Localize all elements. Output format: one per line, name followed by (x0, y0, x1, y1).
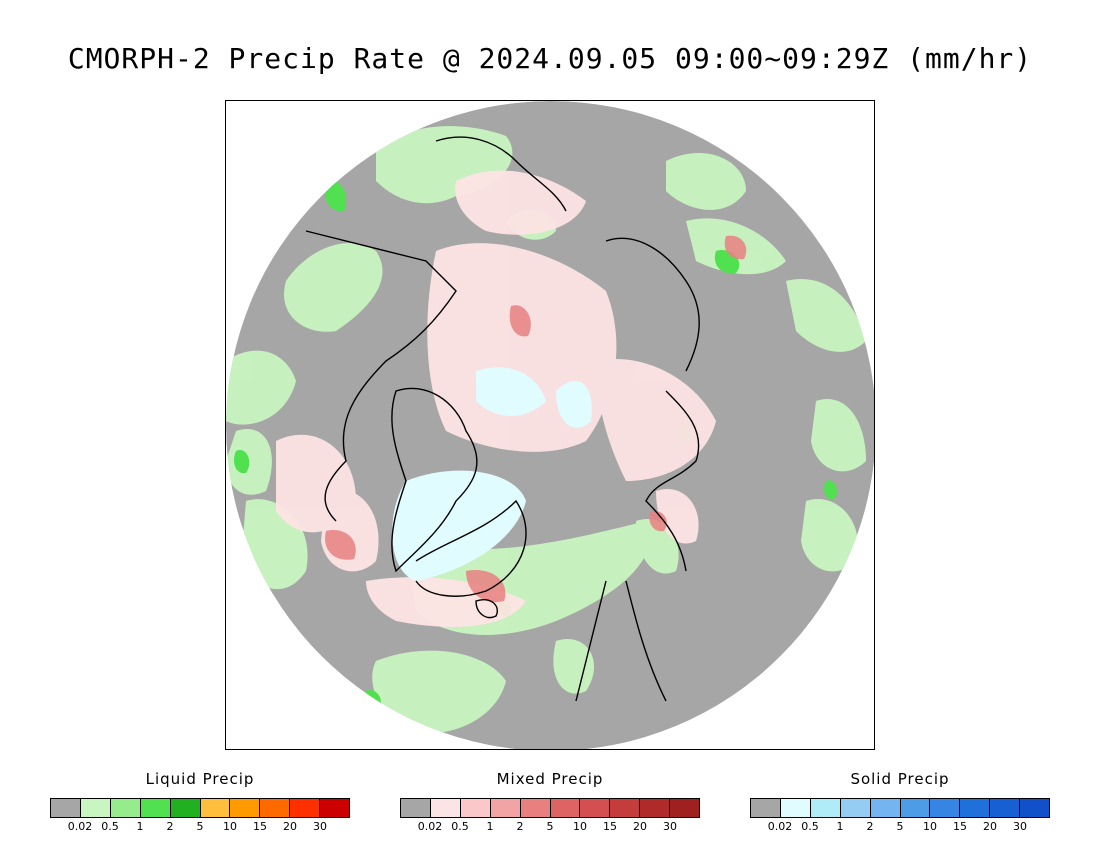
colorbar (400, 798, 700, 818)
map-title: CMORPH-2 Precip Rate @ 2024.09.05 09:00~… (67, 42, 1033, 75)
colorbar-tick-label: 0.02 (767, 820, 793, 833)
colorbar-tick-label: 5 (196, 820, 204, 833)
legend-solid: Solid Precip 0.02 0.5 1 2 5 10 15 20 30 (750, 770, 1050, 834)
colorbar-swatch (320, 799, 350, 817)
colorbar-tick-label: 2 (166, 820, 174, 833)
polar-stereographic-map (226, 101, 874, 749)
colorbar (50, 798, 350, 818)
legend-liquid: Liquid Precip 0.02 0.5 1 2 5 10 15 20 30 (50, 770, 350, 834)
colorbar-tick-label: 20 (283, 820, 297, 833)
colorbar-tick-label: 10 (923, 820, 937, 833)
colorbar-ticks: 0.02 0.5 1 2 5 10 15 20 30 (400, 820, 700, 834)
colorbar-swatch (260, 799, 291, 817)
colorbar-ticks: 0.02 0.5 1 2 5 10 15 20 30 (50, 820, 350, 834)
colorbar-tick-label: 20 (983, 820, 997, 833)
legend-mixed: Mixed Precip 0.02 0.5 1 2 5 10 15 20 30 (400, 770, 700, 834)
colorbar-tick-label: 5 (546, 820, 554, 833)
colorbar-tick-label: 0.02 (67, 820, 93, 833)
colorbar-swatch (80, 799, 111, 817)
colorbar-swatch (51, 799, 81, 817)
colorbar-swatch (900, 799, 931, 817)
colorbar (750, 798, 1050, 818)
colorbar-swatch (520, 799, 551, 817)
colorbar-swatch (460, 799, 491, 817)
legend-title: Solid Precip (850, 770, 950, 788)
colorbar-swatch (170, 799, 201, 817)
colorbar-swatch (840, 799, 871, 817)
colorbar-swatch (200, 799, 231, 817)
colorbar-swatch (140, 799, 171, 817)
colorbar-tick-label: 0.5 (451, 820, 469, 833)
legend-title: Liquid Precip (145, 770, 255, 788)
colorbar-swatch (780, 799, 811, 817)
colorbar-swatch (960, 799, 991, 817)
colorbar-tick-label: 5 (896, 820, 904, 833)
colorbar-swatch (580, 799, 611, 817)
colorbar-tick-label: 15 (603, 820, 617, 833)
coastlines (305, 136, 700, 702)
legend-title: Mixed Precip (496, 770, 604, 788)
colorbar-swatch (290, 799, 321, 817)
colorbar-tick-label: 2 (866, 820, 874, 833)
colorbar-tick-label: 0.02 (417, 820, 443, 833)
colorbar-swatch (401, 799, 431, 817)
colorbar-swatch (930, 799, 961, 817)
colorbar-tick-label: 0.5 (801, 820, 819, 833)
colorbar-ticks: 0.02 0.5 1 2 5 10 15 20 30 (750, 820, 1050, 834)
colorbar-swatch (610, 799, 641, 817)
colorbar-tick-label: 15 (253, 820, 267, 833)
polar-map (225, 100, 875, 750)
solid-precip-light (392, 367, 592, 581)
colorbar-tick-label: 1 (136, 820, 144, 833)
colorbar-swatch (110, 799, 141, 817)
colorbar-tick-label: 15 (953, 820, 967, 833)
colorbar-tick-label: 30 (313, 820, 327, 833)
colorbar-swatch (230, 799, 261, 817)
colorbar-swatch (490, 799, 521, 817)
colorbar-swatch (640, 799, 671, 817)
colorbar-tick-label: 10 (223, 820, 237, 833)
colorbar-swatch (870, 799, 901, 817)
colorbar-tick-label: 30 (663, 820, 677, 833)
colorbar-swatch (810, 799, 841, 817)
colorbar-swatch (430, 799, 461, 817)
colorbar-swatch (550, 799, 581, 817)
colorbar-tick-label: 0.5 (101, 820, 119, 833)
colorbar-tick-label: 20 (633, 820, 647, 833)
colorbar-tick-label: 30 (1013, 820, 1027, 833)
colorbar-tick-label: 1 (486, 820, 494, 833)
colorbar-swatch (670, 799, 700, 817)
colorbar-swatch (751, 799, 781, 817)
colorbar-swatch (990, 799, 1021, 817)
colorbar-tick-label: 10 (573, 820, 587, 833)
colorbar-swatch (1020, 799, 1050, 817)
colorbar-tick-label: 2 (516, 820, 524, 833)
colorbar-tick-label: 1 (836, 820, 844, 833)
